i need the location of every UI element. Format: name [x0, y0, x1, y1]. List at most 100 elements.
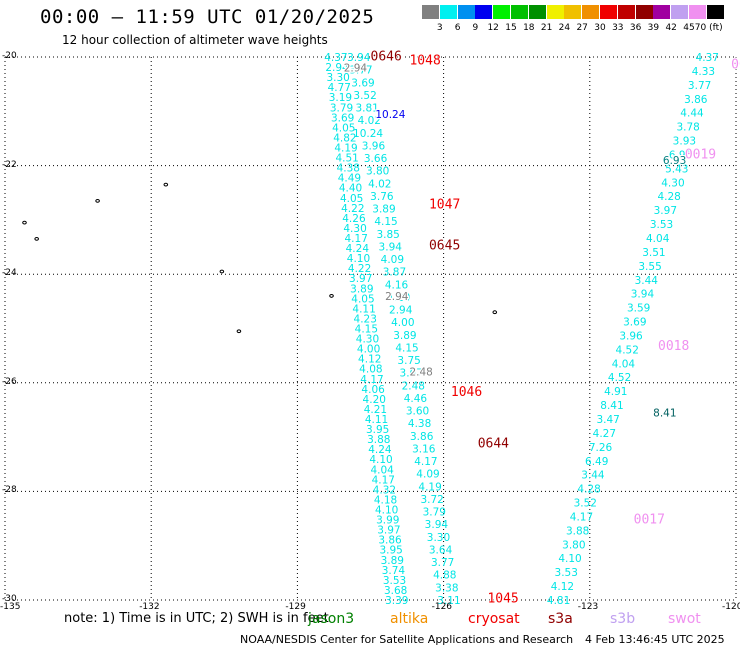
island-outline	[329, 294, 334, 298]
outer-track-value: 4.09	[381, 254, 404, 266]
inner-track-value: 4.17	[372, 474, 395, 486]
east-track-value: 4.04	[646, 233, 670, 245]
inner-track-value: 4.40	[339, 183, 362, 195]
inner-track-value: 4.05	[351, 293, 374, 305]
pass-time-label: 1046	[451, 385, 482, 400]
map-subtitle: 12 hour collection of altimeter wave hei…	[62, 33, 328, 47]
outer-track-value: 4.00	[391, 317, 414, 329]
east-track-value: 3.53	[555, 567, 578, 579]
inner-track-value: 4.17	[360, 374, 383, 386]
latitude-label: -20	[2, 51, 17, 61]
pass-time-label: 0644	[478, 437, 509, 452]
island-outline	[34, 237, 39, 241]
outer-track-value: 3.86	[410, 431, 434, 443]
colorbar-swatch	[422, 5, 439, 19]
inner-track-value: 4.82	[333, 132, 356, 144]
highlight-value: 6.93	[663, 155, 686, 167]
satellite-legend-s3a: s3a	[548, 611, 573, 627]
outer-track-value: 4.20	[387, 292, 410, 304]
inner-track-value: 4.05	[340, 193, 363, 205]
colorbar-swatch	[493, 5, 511, 19]
outer-track-value: 3.64	[429, 544, 453, 556]
inner-track-value: 4.37	[324, 52, 347, 64]
colorbar-swatch	[671, 5, 689, 19]
colorbar-label: 33	[612, 23, 624, 33]
outer-track-value: 3.38	[435, 582, 458, 594]
colorbar-swatch	[439, 5, 457, 19]
outer-track-value: 3.77	[431, 557, 454, 569]
outer-track-value: 4.15	[395, 342, 418, 354]
highlight-value: 2.48	[409, 366, 432, 378]
island-outline	[219, 269, 225, 274]
inner-track-value: 3.68	[384, 585, 407, 597]
colorbar-label: 36	[629, 23, 642, 33]
east-track-value: 4.44	[680, 108, 704, 120]
east-track-value: 8.41	[600, 400, 623, 412]
outer-track-value: 3.81	[355, 103, 378, 115]
inner-track-value: 4.32	[373, 484, 396, 496]
east-track-value: 3.47	[596, 414, 619, 426]
inner-track-value: 3.74	[382, 565, 406, 577]
credit-text: NOAA/NESDIS Center for Satellite Applica…	[240, 633, 574, 646]
east-track-value: 3.44	[581, 470, 605, 482]
satellite-legend-swot: swot	[668, 611, 701, 627]
east-track-value: 4.30	[661, 177, 684, 189]
outer-track-value: 3.30	[427, 532, 450, 544]
satellite-legend-cryosat: cryosat	[468, 611, 520, 627]
pass-time-label: 1045	[487, 591, 518, 606]
inner-track-value: 3.88	[367, 434, 390, 446]
outer-track-value: 3.87	[383, 267, 406, 279]
colorbar-swatch	[528, 5, 546, 19]
inner-track-value: 4.12	[358, 354, 381, 366]
inner-track-value: 4.22	[348, 263, 371, 275]
inner-track-value: 4.49	[338, 173, 361, 185]
latitude-label: -24	[2, 268, 17, 279]
island-outline	[163, 182, 169, 187]
outer-track-value: 3.76	[370, 191, 394, 203]
inner-track-value: 4.22	[341, 203, 364, 215]
east-track-value: 3.80	[562, 539, 585, 551]
east-track-value: 4.37	[696, 52, 719, 64]
east-track-value: 3.55	[638, 261, 661, 273]
outer-track-value: 3.94	[425, 519, 449, 531]
satellite-tracks: 4.372.943.304.773.193.793.694.054.824.19…	[324, 52, 719, 607]
colorbar-swatch	[706, 5, 724, 19]
outer-track-value: 4.16	[385, 279, 409, 291]
inner-track-value: 4.04	[370, 464, 394, 476]
highlight-value: 2.94	[385, 291, 409, 303]
colorbar-label: 30	[594, 23, 606, 33]
east-track-value: 4.27	[593, 428, 616, 440]
inner-track-value: 4.24	[368, 444, 392, 456]
inner-track-value: 3.69	[331, 112, 354, 124]
outer-track-value: 10.24	[353, 128, 383, 140]
latitude-label: -26	[2, 376, 17, 387]
outer-track-value: 3.67	[400, 368, 423, 380]
inner-track-value: 3.97	[349, 273, 372, 285]
colorbar-swatch	[635, 5, 653, 19]
outer-track-value: 4.19	[418, 481, 441, 493]
inner-track-value: 3.99	[376, 515, 399, 527]
inner-track-value: 4.10	[375, 505, 398, 517]
inner-track-value: 4.11	[352, 303, 375, 315]
inner-track-value: 4.21	[364, 404, 387, 416]
inner-track-value: 4.23	[354, 313, 377, 325]
east-track-value: 3.59	[627, 303, 650, 315]
east-track-value: 5.43	[665, 163, 688, 175]
outer-track-value: 3.52	[353, 90, 376, 102]
outer-track-value: 3.72	[420, 494, 443, 506]
east-track-value: 3.44	[635, 275, 659, 287]
colorbar-swatch	[457, 5, 475, 19]
colorbar-label: 3	[436, 23, 443, 33]
colorbar-label: 6	[454, 23, 461, 33]
inner-track-value: 3.53	[383, 575, 406, 587]
pass-time-label: 0017	[634, 513, 665, 528]
east-track-value: 3.78	[676, 122, 699, 134]
outer-track-value: 4.15	[374, 216, 397, 228]
pass-time-label: 0645	[429, 238, 460, 253]
outer-track-value: 4.02	[358, 115, 381, 127]
east-track-value: 4.91	[604, 386, 627, 398]
island-outline	[236, 329, 242, 334]
colorbar-label: 42	[665, 23, 677, 33]
east-track-value: 3.53	[650, 219, 673, 231]
